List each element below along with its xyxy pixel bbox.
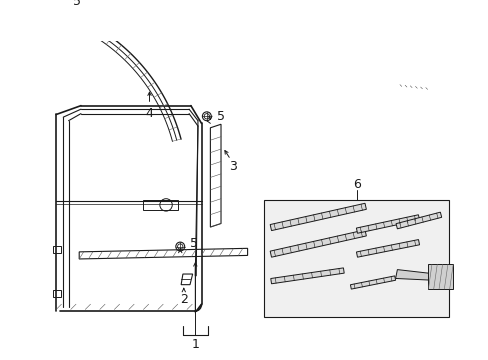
Polygon shape xyxy=(395,270,432,280)
Polygon shape xyxy=(395,212,441,229)
Bar xyxy=(53,246,61,253)
Text: 5: 5 xyxy=(190,237,198,249)
Text: 4: 4 xyxy=(145,107,153,120)
Text: 6: 6 xyxy=(352,178,360,191)
Text: 2: 2 xyxy=(180,293,187,306)
Polygon shape xyxy=(181,274,192,285)
Polygon shape xyxy=(356,239,419,257)
Bar xyxy=(53,290,61,297)
Polygon shape xyxy=(356,215,419,233)
Text: 5: 5 xyxy=(217,110,224,123)
Text: 1: 1 xyxy=(191,338,199,351)
Text: 5: 5 xyxy=(73,0,81,8)
Polygon shape xyxy=(270,203,366,231)
Text: 3: 3 xyxy=(229,160,237,173)
Polygon shape xyxy=(270,268,344,284)
Bar xyxy=(427,264,452,289)
Polygon shape xyxy=(270,230,366,257)
Polygon shape xyxy=(350,276,395,289)
Bar xyxy=(264,201,448,318)
